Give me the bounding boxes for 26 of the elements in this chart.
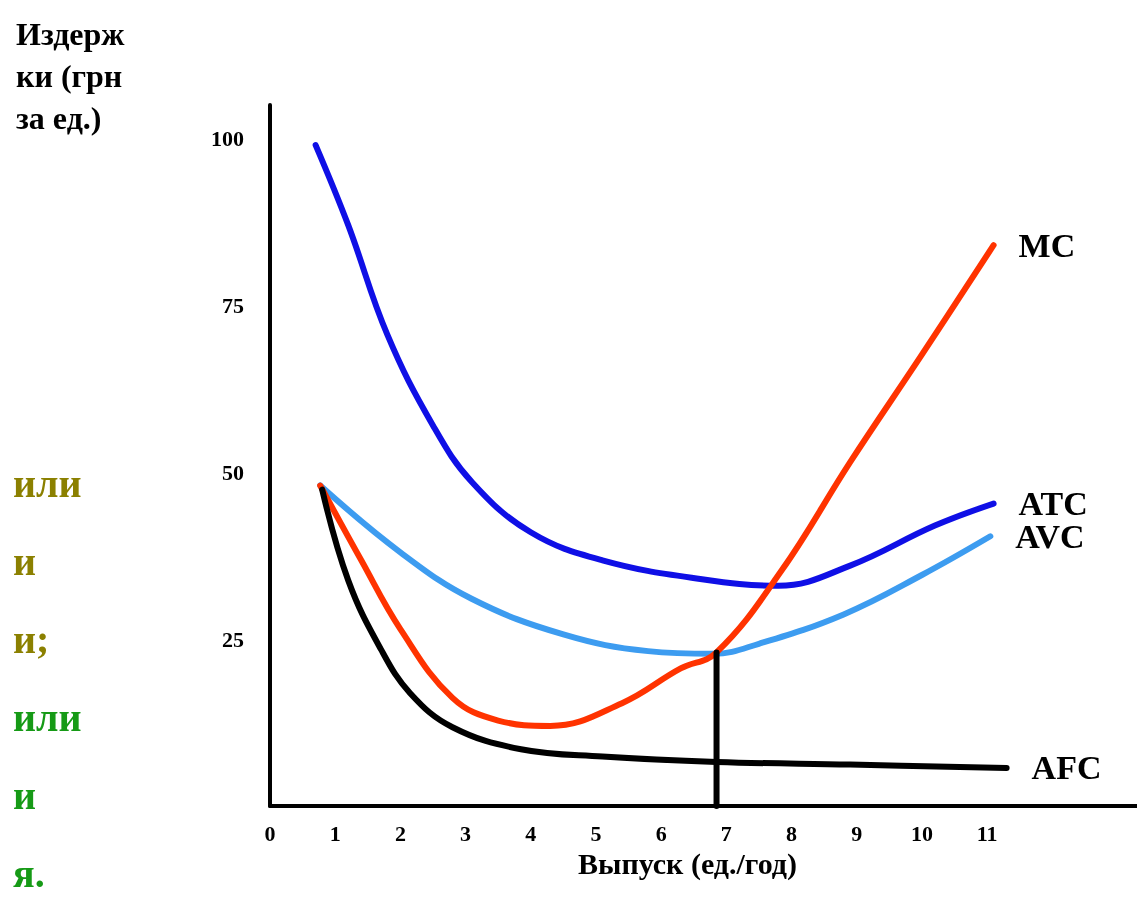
y-tick-label: 75: [222, 292, 244, 318]
text: я.: [13, 850, 45, 896]
x-tick-label: 2: [394, 820, 406, 846]
y-tick-label: 25: [222, 626, 244, 652]
series-label: MC: [1018, 226, 1076, 264]
y-tick-label: 50: [222, 459, 244, 485]
text: и: [13, 772, 37, 818]
x-tick-label: 9: [851, 820, 863, 846]
x-axis-title: Выпуск (ед./год): [578, 846, 797, 881]
x-tick-label: 3: [460, 820, 472, 846]
x-tick-label: 10: [910, 820, 933, 846]
x-tick-label: 0: [264, 820, 276, 846]
y-axis-title: Издержки (грн за ед.): [16, 16, 131, 136]
x-tick-label: 8: [786, 820, 797, 846]
y-tick-label: 100: [211, 125, 244, 151]
series-label: AFC: [1031, 749, 1102, 787]
x-tick-label: 5: [590, 820, 602, 846]
text: и: [13, 538, 37, 584]
text: или: [13, 694, 82, 740]
x-tick-label: 4: [525, 820, 537, 846]
x-tick-label: 6: [655, 820, 667, 846]
x-tick-label: 1: [329, 820, 341, 846]
text: или: [13, 460, 82, 506]
x-tick-label: 11: [976, 820, 998, 846]
text: и;: [13, 616, 50, 662]
x-tick-label: 7: [720, 820, 732, 846]
